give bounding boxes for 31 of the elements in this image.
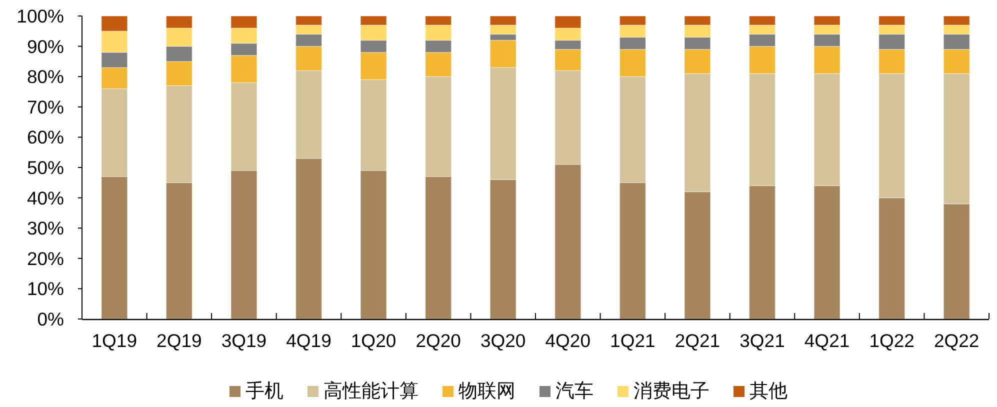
x-tick-label: 2Q20 [416,330,461,351]
x-tick-label: 1Q22 [869,330,914,351]
x-tick-label: 2Q22 [934,330,980,351]
y-tick-label: 0% [37,308,64,330]
y-tick-label: 60% [26,126,64,148]
x-tick-label: 2Q21 [674,330,720,351]
x-tick-label: 3Q21 [740,330,785,351]
legend-label: 其他 [750,381,788,402]
legend-label: 手机 [246,381,284,402]
x-tick-label: 3Q19 [221,330,267,351]
x-tick-label: 4Q21 [804,330,850,351]
y-tick-label: 90% [26,36,64,57]
y-tick-label: 30% [26,218,64,239]
y-tick-label: 50% [26,157,64,178]
x-tick-label: 1Q21 [610,330,656,351]
x-tick-label: 1Q19 [92,330,138,351]
x-tick-label: 1Q20 [350,330,396,351]
legend-label: 汽车 [556,381,594,402]
y-tick-label: 10% [26,278,64,300]
x-tick-label: 3Q20 [480,330,526,351]
x-tick-label: 4Q20 [545,330,591,351]
legend-label: 消费电子 [634,381,710,402]
y-tick-label: 100% [16,6,64,26]
legend-label: 高性能计算 [324,380,418,402]
y-tick-label: 80% [26,66,64,88]
y-tick-label: 20% [26,248,64,269]
y-tick-label: 40% [26,187,64,208]
y-tick-label: 70% [26,96,64,118]
x-tick-label: 4Q19 [286,330,332,351]
x-tick-label: 2Q19 [156,330,202,351]
legend-label: 物联网 [458,381,516,402]
